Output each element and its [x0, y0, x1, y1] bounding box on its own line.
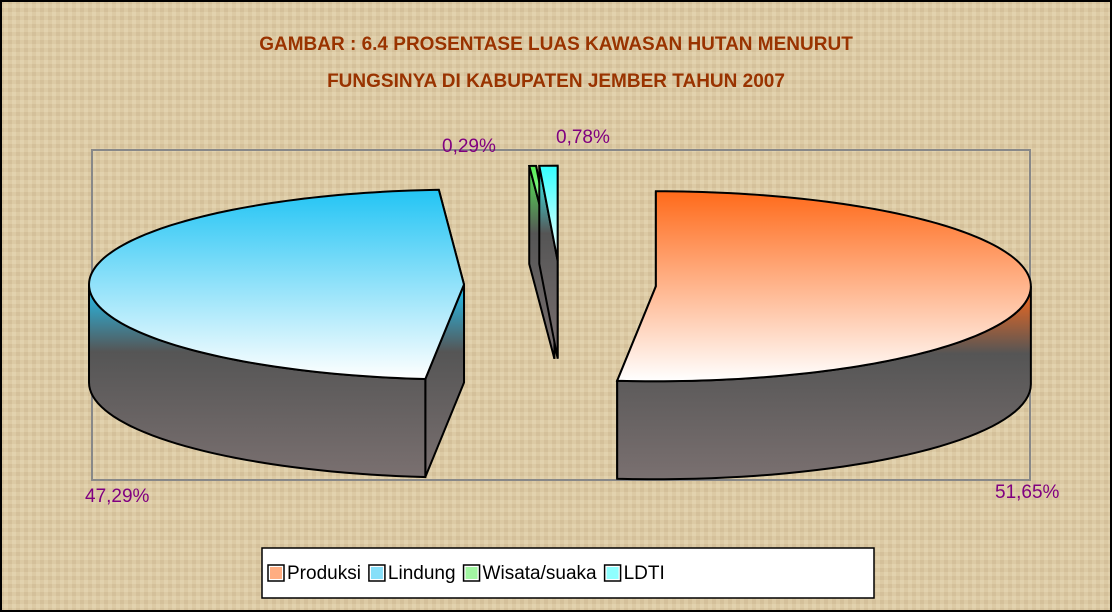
legend-swatch-fill	[465, 567, 478, 579]
data-label: 51,65%	[995, 482, 1060, 503]
legend-label: LDTI	[624, 563, 665, 584]
data-label: 47,29%	[85, 486, 150, 507]
legend-box	[261, 547, 875, 599]
data-label: 0,78%	[556, 127, 610, 148]
legend-swatch-fill	[270, 567, 282, 579]
pie	[88, 164, 1032, 481]
legend-label: Wisata/suaka	[483, 563, 597, 584]
chart-title: FUNGSINYA DI KABUPATEN JEMBER TAHUN 2007	[327, 71, 785, 92]
slice-top	[615, 190, 1032, 383]
legend-label: Lindung	[388, 563, 456, 584]
legend-swatch-fill	[370, 567, 383, 579]
slice	[538, 164, 559, 359]
legend-swatch-fill	[606, 567, 619, 579]
slice	[88, 188, 466, 479]
legend: Produksi Lindung Wisata/suaka LDTI	[267, 563, 665, 584]
slice	[615, 190, 1032, 481]
legend-label: Produksi	[287, 563, 361, 584]
slice-top	[88, 188, 466, 381]
data-label: 0,29%	[442, 136, 496, 157]
slice-top	[538, 164, 559, 261]
chart-title: GAMBAR : 6.4 PROSENTASE LUAS KAWASAN HUT…	[259, 34, 853, 55]
